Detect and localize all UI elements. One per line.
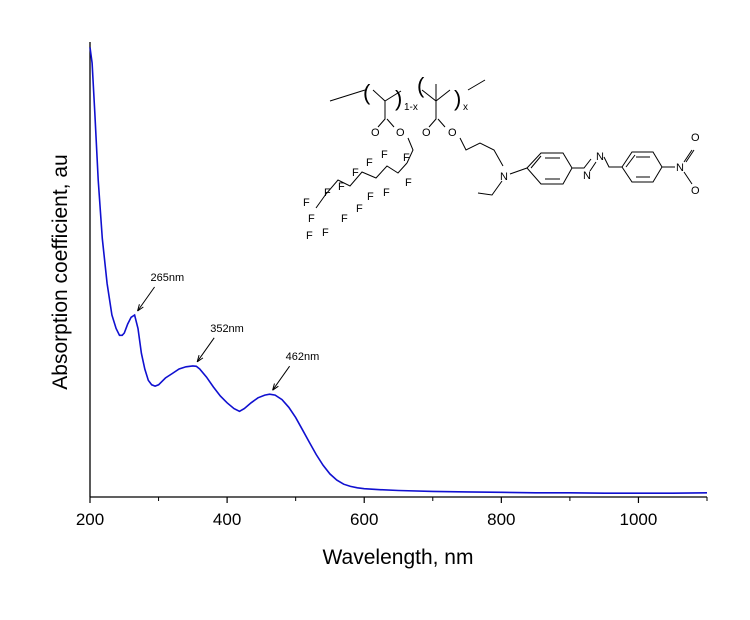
svg-text:F: F [308, 213, 315, 225]
x-tick-label: 800 [487, 510, 515, 529]
paren-close-1: ) [395, 86, 402, 111]
annotation-label: 265nm [151, 272, 185, 284]
peak-annotations: 265nm 352nm 462nm [137, 272, 320, 391]
annotation-label: 352nm [210, 323, 244, 335]
absorption-series-line [89, 47, 708, 494]
y-axis-title: Absorption coefficient, au [49, 154, 72, 389]
svg-text:F: F [383, 187, 390, 199]
ester-2-bonds [428, 84, 504, 167]
x-tick-labels: 200 400 600 800 1000 [76, 510, 658, 529]
annotation-arrow [272, 365, 291, 391]
annotation-arrowhead [137, 304, 144, 312]
nitro-bonds [662, 149, 695, 185]
paren-open-2: ( [417, 73, 425, 98]
svg-text:F: F [381, 149, 388, 161]
svg-text:F: F [324, 187, 331, 199]
annotation-arrowhead [196, 354, 204, 363]
benzene-ring-2 [621, 151, 663, 183]
svg-text:F: F [352, 167, 359, 179]
annotation-arrow [137, 286, 155, 312]
x-tick-label: 400 [213, 510, 241, 529]
ester-2-o-ether: O [448, 127, 457, 139]
svg-text:F: F [405, 177, 412, 189]
subscript-x: x [463, 102, 468, 113]
svg-text:F: F [303, 197, 310, 209]
annotation-label: 462nm [286, 351, 320, 363]
svg-text:F: F [341, 213, 348, 225]
azo-n-2: N [596, 151, 604, 163]
azo-n-1: N [583, 170, 591, 182]
nitro-o-1: O [691, 132, 700, 144]
annotation-arrow [196, 337, 215, 363]
nitro-n: N [676, 162, 684, 174]
benzene-ring-1 [526, 152, 573, 185]
ester-1-o-carbonyl: O [371, 127, 380, 139]
fluorine-atoms: F F F F F F F F F F F F F F F [303, 149, 412, 242]
ester-1-o-ether: O [396, 127, 405, 139]
amine-nitrogen: N [500, 171, 508, 183]
x-tick-label: 1000 [620, 510, 658, 529]
ester-2-o-carbonyl: O [422, 127, 431, 139]
paren-open-1: ( [363, 80, 371, 105]
x-ticks [89, 497, 708, 503]
x-axis-title: Wavelength, nm [323, 546, 474, 569]
svg-text:F: F [366, 157, 373, 169]
svg-text:F: F [322, 227, 329, 239]
subscript-1-x: 1-x [404, 102, 418, 113]
ester-1-bonds [377, 101, 414, 164]
x-tick-label: 600 [350, 510, 378, 529]
svg-text:F: F [367, 191, 374, 203]
n-ethyl-bonds [477, 167, 528, 196]
nitro-o-2: O [691, 185, 700, 197]
paren-close-2: ) [454, 86, 461, 111]
svg-text:F: F [356, 203, 363, 215]
chemical-structure: ( ) 1-x ( ) x O O O O F F F F F F F F F … [303, 73, 700, 242]
azo-bonds [572, 156, 622, 172]
svg-text:F: F [306, 230, 313, 242]
x-tick-label: 200 [76, 510, 104, 529]
svg-text:F: F [403, 152, 410, 164]
svg-text:F: F [338, 181, 345, 193]
plot-area: 200 400 600 800 1000 265nm 352nm 462nm [76, 42, 708, 529]
backbone-bond [329, 79, 486, 102]
annotation-arrowhead [272, 383, 279, 391]
fluoro-chain-bonds [315, 162, 408, 209]
